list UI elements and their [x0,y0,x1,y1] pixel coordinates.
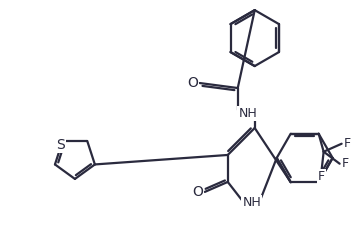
Text: NH: NH [242,196,261,209]
Text: O: O [187,76,198,90]
Text: F: F [318,170,325,183]
Text: O: O [192,185,203,199]
Text: F: F [344,137,351,150]
Text: S: S [56,138,65,152]
Text: F: F [342,157,349,170]
Text: NH: NH [238,107,257,120]
